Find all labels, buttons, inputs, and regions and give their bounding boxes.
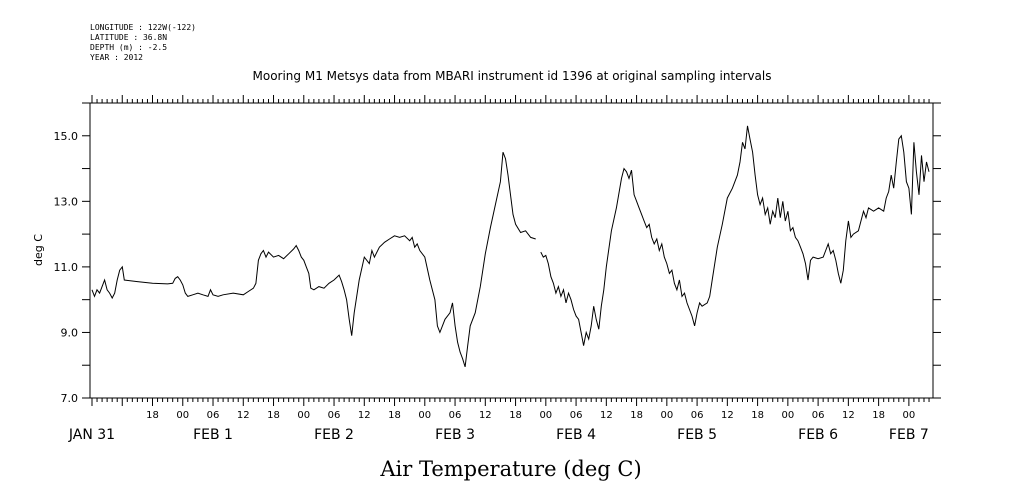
hour-tick-label: 12 — [358, 410, 371, 421]
y-tick-label: 11.0 — [54, 261, 79, 274]
location-metadata: LONGITUDE : 122W(-122) LATITUDE : 36.8N … — [90, 23, 196, 62]
hour-tick-label: 00 — [297, 410, 310, 421]
date-tick-label: FEB 7 — [889, 427, 929, 443]
y-tick-label: 9.0 — [61, 326, 79, 339]
temperature-series — [91, 125, 930, 368]
hour-tick-label: 00 — [903, 410, 916, 421]
x-tick-labels: 18 00 06 12 18 00 06 12 18 00 06 12 18 00 06 12 18 00 06 12… — [68, 410, 929, 443]
date-tick-label: FEB 5 — [677, 427, 717, 443]
hour-tick-label: 00 — [418, 410, 431, 421]
hour-tick-label: 12 — [721, 410, 734, 421]
date-tick-label: FEB 1 — [193, 427, 233, 443]
hour-tick-label: 12 — [479, 410, 492, 421]
hour-tick-label: 12 — [600, 410, 613, 421]
meta-line-year: YEAR : 2012 — [90, 53, 143, 62]
y-tick-label: 7.0 — [61, 392, 79, 405]
x-axis-label: Air Temperature (deg C) — [379, 457, 641, 481]
hour-tick-label: 18 — [146, 410, 159, 421]
hour-tick-label: 12 — [237, 410, 250, 421]
hour-tick-label: 06 — [207, 410, 220, 421]
date-tick-label: FEB 6 — [798, 427, 838, 443]
plot-frame — [89, 102, 934, 399]
hour-tick-label: 06 — [449, 410, 462, 421]
y-tick-label: 13.0 — [54, 195, 79, 208]
y-tick-label: 15.0 — [54, 130, 79, 143]
axis-ticks — [82, 95, 941, 406]
meta-line-latitude: LATITUDE : 36.8N — [90, 33, 167, 42]
y-axis-label: deg C — [32, 234, 45, 266]
hour-tick-label: 06 — [328, 410, 341, 421]
hour-tick-label: 18 — [509, 410, 522, 421]
meta-line-depth: DEPTH (m) : -2.5 — [90, 43, 167, 52]
chart-title: Mooring M1 Metsys data from MBARI instru… — [253, 69, 772, 83]
date-tick-label: FEB 4 — [556, 427, 596, 443]
hour-tick-label: 00 — [660, 410, 673, 421]
hour-tick-label: 18 — [267, 410, 280, 421]
hour-tick-label: 18 — [388, 410, 401, 421]
hour-tick-label: 18 — [751, 410, 764, 421]
hour-tick-label: 18 — [630, 410, 643, 421]
hour-tick-label: 06 — [570, 410, 583, 421]
hour-tick-label: 00 — [176, 410, 189, 421]
temperature-line-segment — [91, 152, 536, 368]
date-tick-label: JAN 31 — [68, 427, 115, 443]
date-tick-label: FEB 3 — [435, 427, 475, 443]
hour-tick-label: 12 — [842, 410, 855, 421]
hour-tick-label: 06 — [812, 410, 825, 421]
hour-tick-label: 00 — [781, 410, 794, 421]
y-tick-labels: 7.0 9.0 11.0 13.0 15.0 — [54, 130, 79, 405]
hour-tick-label: 06 — [691, 410, 704, 421]
temperature-line-segment — [540, 125, 930, 346]
hour-tick-label: 00 — [539, 410, 552, 421]
date-tick-label: FEB 2 — [314, 427, 354, 443]
meta-line-longitude: LONGITUDE : 122W(-122) — [90, 23, 196, 32]
hour-tick-label: 18 — [872, 410, 885, 421]
